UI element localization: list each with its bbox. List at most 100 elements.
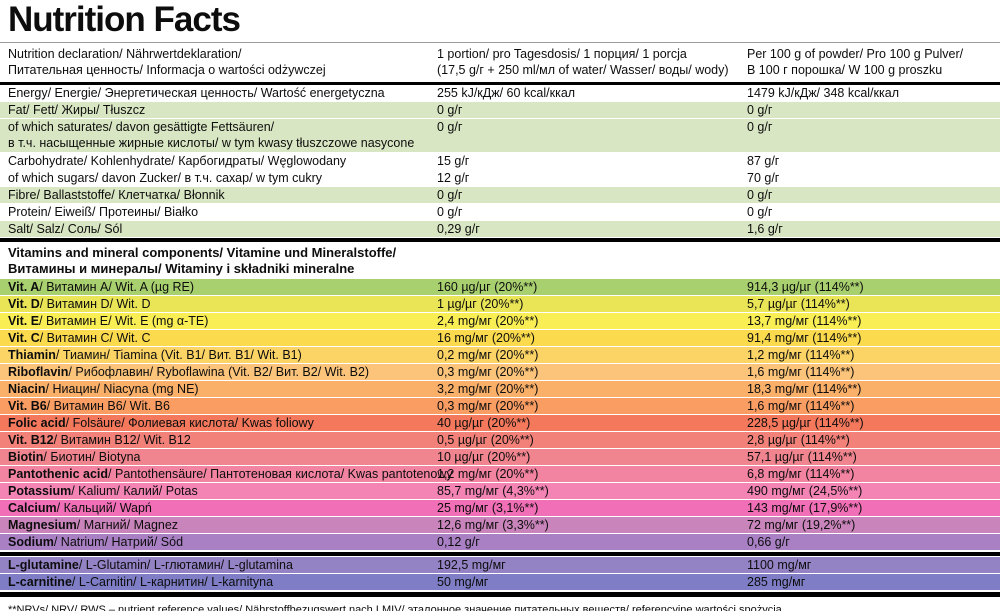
table-row: Calcium/ Кальций/ Wapń 25 mg/мг (3,1%**) 1… — [0, 500, 1000, 517]
header-portion-line1: 1 portion/ pro Tagesdosis/ 1 порция/ 1 p… — [437, 47, 687, 61]
row-value-per100g: 70 g/г — [747, 171, 780, 185]
row-value-per100g: 1,6 mg/мг (114%**) — [747, 365, 855, 379]
row-label: L-glutamine/ L-Glutamin/ L-глютамин/ L-g… — [8, 558, 293, 572]
row-value-portion: 0 g/г — [437, 103, 463, 117]
row-label-primary: Potassium — [8, 484, 72, 498]
row-label: Magnesium/ Магний/ Magnez — [8, 518, 179, 532]
footnote: **NRVs/ NRV/ RWS – nutrient reference va… — [8, 604, 785, 611]
row-value-portion: 50 mg/мг — [437, 575, 489, 589]
row-label-primary: Riboflavin — [8, 365, 69, 379]
row-value-portion: 25 mg/мг (3,1%**) — [437, 501, 539, 515]
row-value-portion: 1 µg/µг (20%**) — [437, 297, 524, 311]
row-label: Vit. A/ Витамин A/ Wit. A (µg RE) — [8, 280, 195, 294]
row-label: Pantothenic acid/ Pantothensäure/ Пантот… — [8, 467, 453, 481]
table-row: Biotin/ Биотин/ Biotyna 10 µg/µг (20%**) 5… — [0, 449, 1000, 466]
row-value-portion: 15 g/г — [437, 154, 470, 168]
row-label: Potassium/ Kalium/ Калий/ Potas — [8, 484, 198, 498]
row-value-portion: 0,29 g/г — [437, 222, 480, 236]
row-value-per100g: 914,3 µg/µг (114%**) — [747, 280, 864, 294]
row-value-portion: 0,5 µg/µг (20%**) — [437, 433, 534, 447]
table-row: Vit. D/ Витамин D/ Wit. D 1 µg/µг (20%**)… — [0, 296, 1000, 313]
row-label-primary: Vit. B6 — [8, 399, 47, 413]
row-value-per100g: 0 g/г — [747, 188, 773, 202]
row-value-portion: 0 g/г — [437, 188, 463, 202]
table-row: Vit. B6/ Витамин B6/ Wit. B6 0,3 mg/мг (2… — [0, 398, 1000, 415]
row-label-primary: L-glutamine — [8, 558, 79, 572]
row-label: Riboflavin/ Рибофлавин/ Ryboflawina (Vit… — [8, 365, 370, 379]
row-label-line2: в т.ч. насыщенные жирные кислоты/ w tym … — [8, 136, 415, 150]
row-value-per100g: 0,66 g/г — [747, 535, 790, 549]
row-value-portion: 2,4 mg/мг (20%**) — [437, 314, 539, 328]
row-value-portion: 16 mg/мг (20%**) — [437, 331, 535, 345]
row-value-per100g: 6,8 mg/мг (114%**) — [747, 467, 855, 481]
row-label: Fat/ Fett/ Жиры/ Tłuszcz — [8, 103, 146, 117]
row-value-portion: 40 µg/µг (20%**) — [437, 416, 531, 430]
page-title: Nutrition Facts — [8, 0, 241, 39]
row-label-primary: Vit. C — [8, 331, 40, 345]
table-row: Sodium/ Natrium/ Натрий/ Sód 0,12 g/г 0,66… — [0, 534, 1000, 551]
row-label-primary: Folic acid — [8, 416, 66, 430]
row-value-portion: 0,12 g/г — [437, 535, 480, 549]
row-value-per100g: 1,6 g/г — [747, 222, 783, 236]
row-value-per100g: 2,8 µg/µг (114%**) — [747, 433, 850, 447]
row-label-primary: Biotin — [8, 450, 44, 464]
row-label-primary: Magnesium — [8, 518, 77, 532]
table-row: L-glutamine/ L-Glutamin/ L-глютамин/ L-g… — [0, 557, 1000, 574]
row-label-primary: Pantothenic acid — [8, 467, 109, 481]
table-row: Folic acid/ Folsäure/ Фолиевая кислота/ … — [0, 415, 1000, 432]
row-value-portion: 1,2 mg/мг (20%**) — [437, 467, 539, 481]
header-col-declaration: Nutrition declaration/ Nährwertdeklarati… — [0, 46, 437, 78]
row-value-per100g: 0 g/г — [747, 205, 773, 219]
row-label: Vit. B6/ Витамин B6/ Wit. B6 — [8, 399, 170, 413]
row-value-portion: 0,2 mg/мг (20%**) — [437, 348, 539, 362]
row-label: Vit. B12/ Витамин B12/ Wit. B12 — [8, 433, 191, 447]
table-row: of which sugars/ davon Zucker/ в т.ч. са… — [0, 170, 1000, 187]
row-value-per100g: 1,6 mg/мг (114%**) — [747, 399, 855, 413]
row-value-per100g: 0 g/г — [747, 103, 773, 117]
table-row: Energy/ Energie/ Энергетическая ценность… — [0, 85, 1000, 102]
table-row: Magnesium/ Магний/ Magnez 12,6 mg/мг (3,3… — [0, 517, 1000, 534]
row-label: Biotin/ Биотин/ Biotyna — [8, 450, 141, 464]
row-value-per100g: 490 mg/мг (24,5%**) — [747, 484, 863, 498]
table-row: Riboflavin/ Рибофлавин/ Ryboflawina (Vit… — [0, 364, 1000, 381]
row-label: Niacin/ Ниацин/ Niacyna (mg NE) — [8, 382, 199, 396]
table-row: Vit. E/ Витамин E/ Wit. E (mg α-TE) 2,4 m… — [0, 313, 1000, 330]
row-label-primary: Thiamin — [8, 348, 56, 362]
divider-after-minerals — [0, 552, 1000, 556]
divider-after-macros — [0, 238, 1000, 242]
row-value-portion: 10 µg/µг (20%**) — [437, 450, 531, 464]
header-per100g-line1: Per 100 g of powder/ Pro 100 g Pulver/ — [747, 47, 964, 61]
row-label: Folic acid/ Folsäure/ Фолиевая кислота/ … — [8, 416, 314, 430]
row-label: Protein/ Eiweiß/ Протеины/ Białko — [8, 205, 199, 219]
row-value-per100g: 228,5 µg/µг (114%**) — [747, 416, 864, 430]
row-label: Salt/ Salz/ Соль/ Sól — [8, 222, 123, 236]
row-value-portion: 85,7 mg/мг (4,3%**) — [437, 484, 549, 498]
table-row: Vit. C/ Витамин C/ Wit. C 16 mg/мг (20%**… — [0, 330, 1000, 347]
row-label-primary: Vit. E — [8, 314, 40, 328]
row-value-per100g: 1,2 mg/мг (114%**) — [747, 348, 855, 362]
row-value-portion: 0,3 mg/мг (20%**) — [437, 365, 539, 379]
row-label: Vit. C/ Витамин C/ Wit. C — [8, 331, 151, 345]
row-value-per100g: 285 mg/мг — [747, 575, 806, 589]
row-label-primary: Vit. B12 — [8, 433, 54, 447]
row-label-primary: Niacin — [8, 382, 46, 396]
row-value-per100g: 1100 mg/мг — [747, 558, 812, 572]
table-row: Thiamin/ Тиамин/ Tiamina (Vit. B1/ Вит. … — [0, 347, 1000, 364]
row-value-portion: 3,2 mg/мг (20%**) — [437, 382, 539, 396]
row-value-portion: 12,6 mg/мг (3,3%**) — [437, 518, 549, 532]
section-heading-vitamins: Vitamins and mineral components/ Vitamin… — [0, 242, 1000, 279]
row-value-portion: 0 g/г — [437, 205, 463, 219]
row-label: L-carnitine/ L-Carnitin/ L-карнитин/ L-k… — [8, 575, 274, 589]
table-row: Pantothenic acid/ Pantothensäure/ Пантот… — [0, 466, 1000, 483]
row-value-per100g: 143 mg/мг (17,9%**) — [747, 501, 863, 515]
row-value-per100g: 13,7 mg/мг (114%**) — [747, 314, 862, 328]
row-label-primary: Vit. A — [8, 280, 40, 294]
row-value-per100g: 18,3 mg/мг (114%**) — [747, 382, 862, 396]
row-value-portion: 255 kJ/кДж/ 60 kcal/ккал — [437, 86, 576, 100]
table-row: L-carnitine/ L-Carnitin/ L-карнитин/ L-k… — [0, 574, 1000, 591]
table-row: of which saturates/ davon gesättigte Fet… — [0, 119, 1000, 153]
row-value-per100g: 5,7 µg/µг (114%**) — [747, 297, 850, 311]
row-label: Fibre/ Ballaststoffe/ Клетчатка/ Błonnik — [8, 188, 225, 202]
row-label-primary: Vit. D — [8, 297, 40, 311]
